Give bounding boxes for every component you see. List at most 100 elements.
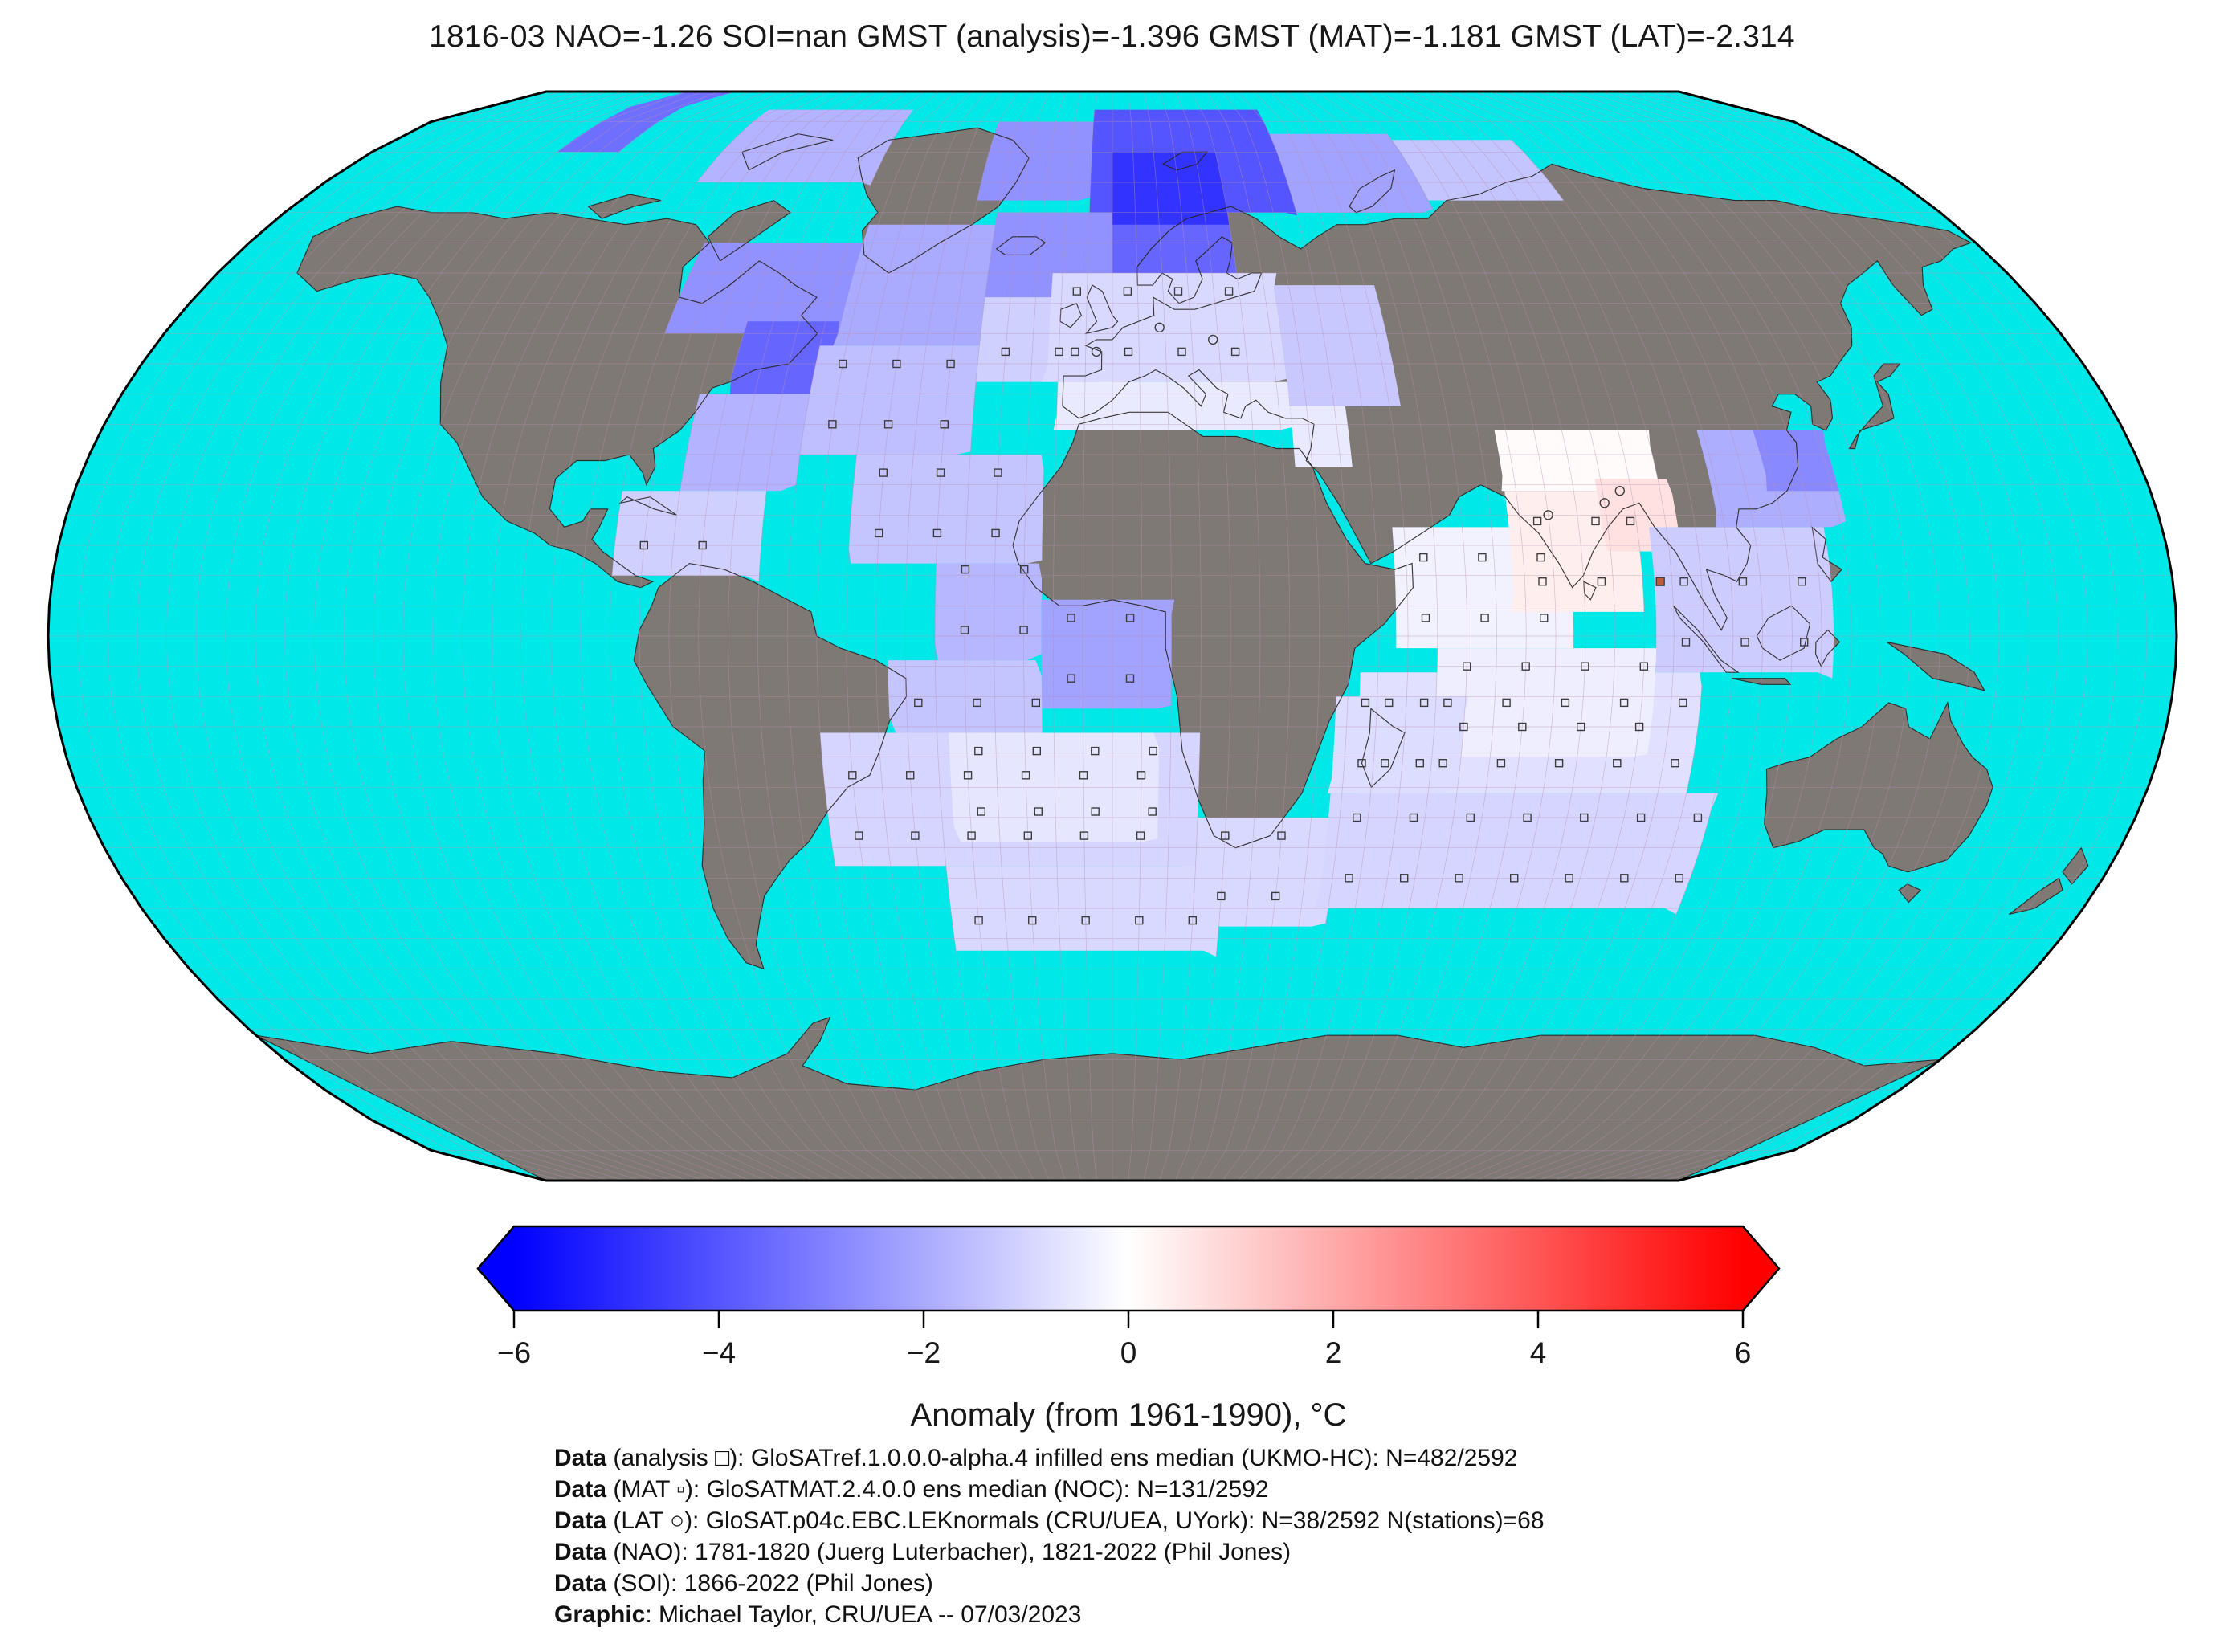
analysis-marker-square (1055, 347, 1063, 357)
analysis-marker-square (1536, 553, 1545, 562)
anomaly-cell (612, 491, 767, 582)
analysis-marker-square (1217, 891, 1226, 901)
obs-markers (639, 287, 1809, 925)
analysis-marker-square (1135, 916, 1144, 925)
graticule-lines (48, 92, 2177, 1181)
analysis-marker-square (914, 698, 923, 708)
analysis-marker-square (946, 359, 955, 369)
anomaly-cell (935, 563, 1042, 661)
analysis-marker-square (1221, 831, 1230, 840)
footer-line-prefix: Data (554, 1476, 607, 1503)
analysis-marker-square (1671, 759, 1679, 768)
analysis-marker-square (961, 565, 970, 574)
analysis-marker-square (879, 468, 888, 477)
analysis-marker-square (1357, 759, 1366, 768)
anomaly-cell (1392, 140, 1564, 201)
analysis-marker-square (1230, 347, 1240, 357)
analysis-marker-square (1681, 638, 1691, 647)
anomaly-cell (799, 345, 980, 455)
lat-marker-circle (1543, 510, 1553, 520)
analysis-marker-square (1277, 831, 1286, 840)
analysis-marker-square (1466, 813, 1475, 822)
coastline (296, 206, 818, 589)
footer-line: Data (NAO): 1781-1820 (Juerg Luterbacher… (554, 1536, 1545, 1568)
coastline (1062, 163, 1973, 631)
analysis-marker-square (1518, 722, 1527, 732)
analysis-marker-square (1619, 698, 1629, 708)
colorbar-tick-label: 4 (1530, 1336, 1547, 1369)
analysis-marker-square (1019, 626, 1028, 634)
analysis-marker-square (960, 626, 969, 634)
analysis-marker-square (1381, 759, 1389, 768)
analysis-marker-square (1455, 874, 1463, 883)
analysis-marker-square (1034, 807, 1043, 816)
footer-line-text: : Michael Taylor, CRU/UEA -- 07/03/2023 (645, 1601, 1082, 1628)
analysis-marker-square (973, 698, 981, 708)
coastline (1349, 169, 1396, 214)
footer-line: Data (SOI): 1866-2022 (Phil Jones) (554, 1568, 1545, 1599)
anomaly-cell (1039, 599, 1175, 709)
analysis-marker-square (974, 916, 983, 925)
coastline (2009, 877, 2063, 916)
analysis-marker-square (1399, 874, 1409, 883)
anomaly-cell (1289, 406, 1353, 467)
analysis-marker-square (1071, 347, 1079, 357)
analysis-marker-square (1462, 662, 1471, 671)
analysis-marker-square (698, 540, 707, 550)
analysis-marker-square (994, 468, 1002, 477)
coastline (1764, 701, 1993, 873)
analysis-marker-square (1361, 698, 1370, 708)
coastline (1898, 883, 1922, 904)
analysis-marker-square (639, 540, 648, 550)
anomaly-cell (1192, 818, 1341, 927)
anomaly-cell (1494, 430, 1660, 492)
analysis-marker-square (1091, 807, 1100, 816)
lat-marker-circle (1091, 346, 1102, 357)
footer-line: Data (analysis □): GloSATref.1.0.0.0-alp… (554, 1442, 1545, 1474)
analysis-marker-square (963, 771, 973, 780)
analysis-marker-square (1626, 516, 1635, 526)
coastline (618, 496, 677, 516)
analysis-marker-square (911, 831, 920, 840)
analysis-marker-square (1419, 553, 1428, 562)
coastline (1815, 629, 1841, 668)
analysis-marker-square (1177, 347, 1186, 357)
analysis-marker-square (1554, 759, 1564, 768)
analysis-marker-square (1409, 813, 1418, 822)
coastline (1361, 708, 1406, 789)
analysis-marker-square (1613, 759, 1622, 768)
footer-line-prefix: Data (554, 1570, 607, 1597)
map-border (47, 90, 2178, 1182)
analysis-marker-square (1027, 916, 1037, 925)
anomaly-cell (945, 866, 1223, 957)
analysis-marker-square (977, 807, 986, 816)
land-mass (1899, 883, 1921, 903)
analysis-marker-square (905, 771, 915, 780)
analysis-marker-square (967, 831, 976, 840)
anomaly-cell (1328, 696, 1469, 793)
analysis-marker-square (1580, 813, 1589, 822)
coastline (1732, 678, 1792, 685)
analysis-marker-square (1031, 698, 1041, 708)
analysis-marker-square (1419, 698, 1429, 708)
analysis-marker-square (936, 468, 945, 477)
analysis-marker-square (828, 420, 837, 429)
anomaly-cell (848, 455, 1044, 564)
analysis-marker-square (1459, 722, 1468, 732)
colorbar-tick-label: −2 (907, 1336, 941, 1369)
analysis-marker-square (1136, 771, 1146, 780)
footer-line: Data (LAT ○): GloSAT.p04c.EBC.LEKnormals… (554, 1505, 1545, 1536)
colorbar-tick-label: −4 (702, 1336, 736, 1369)
footer-line-text: (analysis □): GloSATref.1.0.0.0-alpha.4 … (606, 1445, 1518, 1471)
analysis-marker-square (1173, 287, 1183, 296)
colorbar-tick-label: 0 (1120, 1336, 1137, 1369)
analysis-marker-square (1565, 874, 1573, 883)
graticule (48, 92, 2177, 1181)
coastline (741, 133, 834, 171)
analysis-marker-square (940, 420, 949, 429)
footer-line-text: (MAT ▫): GloSATMAT.2.4.0.0 ens median (N… (606, 1476, 1269, 1503)
coastline (587, 194, 662, 219)
footer-line-prefix: Data (554, 1539, 607, 1565)
analysis-marker-square (1415, 759, 1425, 768)
